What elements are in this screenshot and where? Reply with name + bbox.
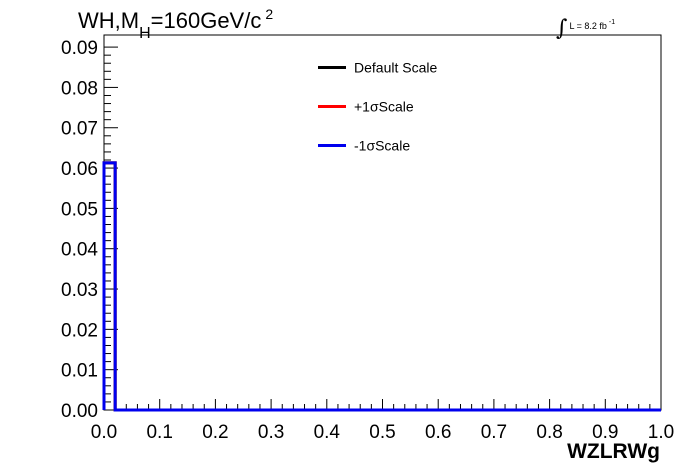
luminosity-text: L = 8.2 fb [569, 21, 607, 31]
title-rest: =160GeV/c [150, 8, 262, 33]
integral-symbol: ∫ [556, 16, 568, 41]
x-tick-label: 0.9 [592, 422, 618, 443]
series-layer [102, 161, 661, 412]
x-tick-label: 0.6 [425, 422, 451, 443]
x-tick-label: 0.8 [536, 422, 562, 443]
legend-swatch-minus [318, 143, 346, 147]
y-axis: 0.00 0.01 0.02 0.03 0.04 0.05 0.06 0.07 0.08 0.09 [61, 38, 118, 422]
x-tick-label: 0.1 [146, 422, 172, 443]
y-tick-label: 0.05 [61, 199, 98, 220]
x-axis-label: WZLRWg [567, 440, 660, 463]
y-tick-label: 0.08 [61, 78, 98, 99]
x-tick-label: 0.3 [258, 422, 284, 443]
y-tick-label: 0.03 [61, 280, 98, 301]
luminosity-superscript: -1 [608, 19, 616, 26]
x-tick-label: 0.4 [314, 422, 341, 443]
title-main: WH,M [78, 8, 140, 33]
legend: Default Scale +1σScale -1σScale [318, 58, 437, 175]
legend-entry-default: Default Scale [318, 58, 437, 77]
title-superscript: 2 [265, 6, 274, 22]
x-tick-label: 1.0 [648, 422, 674, 443]
legend-label-default: Default Scale [354, 59, 438, 76]
x-tick-label: 0.2 [202, 422, 228, 443]
y-tick-label: 0.04 [61, 240, 98, 261]
title-subscript: H [139, 25, 151, 42]
x-tick-label: 0.0 [91, 422, 117, 443]
y-tick-label: 0.00 [61, 401, 98, 422]
y-tick-label: 0.09 [61, 38, 98, 59]
y-tick-label: 0.06 [61, 159, 98, 180]
legend-entry-minus: -1σScale [318, 136, 437, 155]
x-tick-label: 0.7 [481, 422, 507, 443]
legend-label-minus: -1σScale [354, 137, 411, 154]
luminosity-label: ∫ L = 8.2 fb -1 [556, 10, 616, 41]
legend-label-plus: +1σScale [354, 98, 414, 115]
legend-entry-plus: +1σScale [318, 97, 437, 116]
y-tick-label: 0.02 [61, 320, 98, 341]
series-line-2 [102, 161, 661, 412]
legend-swatch-default [318, 65, 346, 69]
x-tick-label: 0.5 [369, 422, 395, 443]
series-line-0 [102, 161, 661, 412]
legend-swatch-plus [318, 104, 346, 108]
chart-title: WH,MH=160GeV/c 2 [78, 6, 274, 42]
y-tick-label: 0.01 [61, 361, 98, 382]
y-tick-label: 0.07 [61, 119, 98, 140]
x-axis: 0.0 0.1 0.2 0.3 0.4 0.5 0.6 0.7 0.8 0.9 1.0 [91, 399, 674, 443]
series-line-1 [102, 161, 661, 412]
